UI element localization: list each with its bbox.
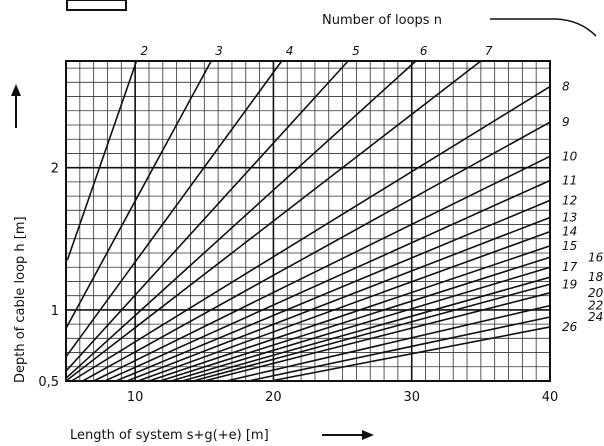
corner-box [66, 0, 127, 11]
loop-label-n-24: 24 [588, 310, 603, 324]
y-tick-label: 0,5 [38, 375, 59, 390]
legend-leader [490, 18, 597, 37]
loop-label-n-16: 16 [588, 250, 604, 264]
loop-label-n-6: 6 [420, 44, 428, 58]
loop-line-n-19 [193, 283, 551, 382]
loop-label-n-13: 13 [562, 210, 577, 224]
loop-line-n-15 [148, 245, 551, 382]
loop-line-n-12 [115, 199, 551, 382]
loop-label-n-14: 14 [562, 225, 577, 239]
loop-line-n-7 [65, 60, 482, 382]
loop-label-n-12: 12 [562, 193, 577, 207]
loop-label-n-11: 11 [562, 173, 577, 187]
loop-label-n-20: 20 [588, 286, 604, 300]
loop-label-n-10: 10 [562, 149, 578, 163]
loop-line-n-11 [104, 179, 551, 382]
loop-line-n-16 [159, 256, 551, 382]
loop-line-n-24 [248, 316, 551, 382]
loop-line-n-9 [82, 121, 551, 382]
loop-line-n-17 [170, 266, 551, 382]
y-tick-label: 1 [51, 304, 59, 319]
loop-label-n-8: 8 [562, 80, 570, 94]
x-axis-title: Length of system s+g(+e) [m] [70, 428, 269, 443]
x-tick-label: 40 [542, 390, 559, 405]
loop-label-n-19: 19 [562, 277, 577, 291]
y-axis-arrow [11, 84, 21, 128]
y-tick-labels: 0,5 1 2 [38, 162, 59, 390]
loop-label-n-3: 3 [215, 44, 223, 58]
y-tick-label: 2 [51, 162, 59, 177]
loop-label-n-17: 17 [562, 260, 578, 274]
loop-line-n-6 [65, 60, 417, 379]
loop-curves [65, 60, 551, 382]
loop-line-n-20 [204, 292, 551, 382]
loop-line-n-8 [71, 85, 551, 382]
loop-line-n-10 [93, 155, 551, 382]
loop-line-n-22 [226, 304, 551, 382]
loop-label-n-22: 22 [588, 299, 603, 313]
loop-label-n-15: 15 [562, 239, 577, 253]
loop-line-n-18 [181, 276, 551, 382]
x-tick-label: 30 [403, 390, 420, 405]
plot-frame [65, 60, 551, 382]
x-tick-label: 10 [127, 390, 144, 405]
loop-line-n-4 [65, 60, 283, 358]
loop-line-n-13 [126, 216, 551, 382]
loop-line-n-26 [270, 326, 551, 382]
loop-label-n-7: 7 [485, 44, 493, 58]
loop-line-n-5 [65, 60, 349, 372]
loop-label-n-5: 5 [352, 44, 360, 58]
loop-label-n-4: 4 [286, 44, 294, 58]
x-axis-arrow [322, 430, 374, 440]
loop-line-n-14 [137, 230, 551, 382]
loop-label-n-18: 18 [588, 270, 604, 284]
legend-title: Number of loops n [322, 13, 442, 28]
loop-label-n-26: 26 [562, 320, 578, 334]
loop-line-n-3 [65, 60, 212, 329]
loop-label-n-2: 2 [141, 44, 149, 58]
x-tick-labels: 10 20 30 40 [127, 390, 558, 405]
loop-label-n-9: 9 [562, 115, 570, 129]
x-tick-label: 20 [265, 390, 282, 405]
loop-line-n-2 [66, 60, 138, 261]
y-axis-title: Depth of cable loop h [m] [13, 216, 28, 383]
